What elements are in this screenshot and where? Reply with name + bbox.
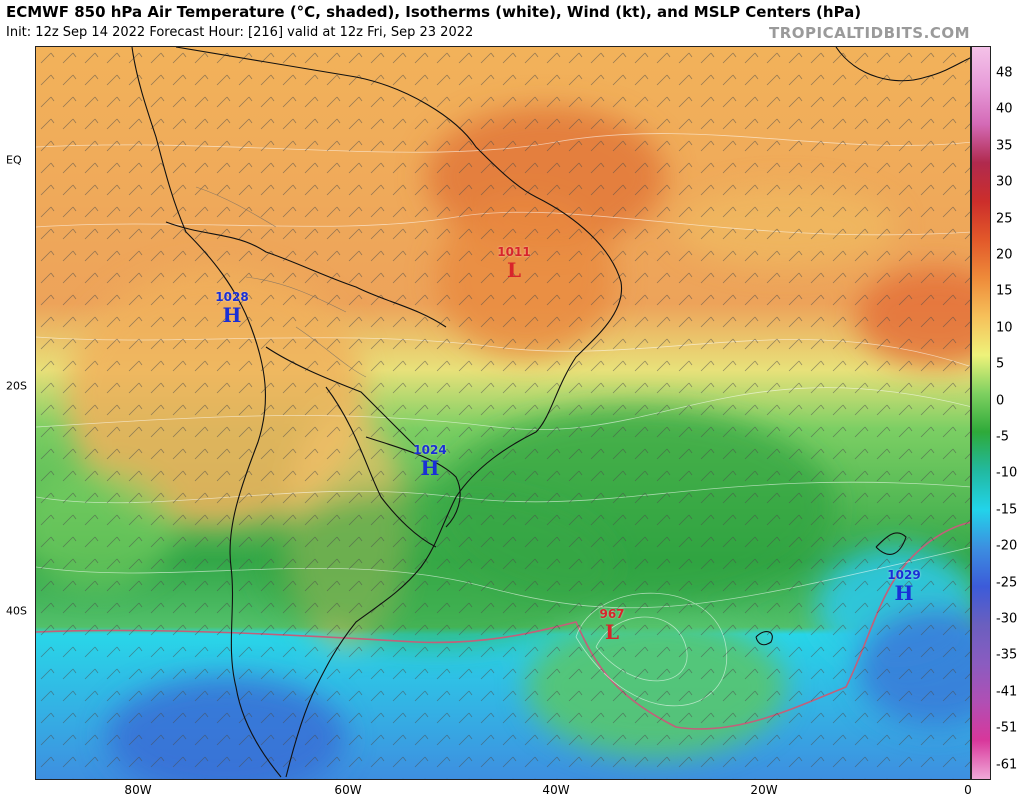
pressure-value: 967	[599, 607, 625, 621]
lon-label: 0	[964, 783, 972, 797]
lon-label: 60W	[334, 783, 362, 797]
temperature-field	[36, 47, 970, 779]
colorbar-tick-label: 40	[996, 101, 1013, 117]
colorbar-tick-label: -51	[996, 720, 1018, 736]
colorbar-tick-label: 48	[996, 65, 1013, 81]
colorbar-tick-label: 5	[996, 356, 1005, 372]
colorbar-tick-label: -5	[996, 429, 1009, 445]
colorbar-tick-label: 35	[996, 138, 1013, 154]
colorbar-tick-label: -25	[996, 575, 1018, 591]
high-pressure-center: 1028 H	[215, 290, 249, 327]
pressure-letter: H	[222, 303, 242, 327]
colorbar-tick-label: 10	[996, 320, 1013, 336]
forecast-info: Init: 12z Sep 14 2022 Forecast Hour: [21…	[6, 25, 474, 40]
pressure-value: 1028	[215, 290, 249, 304]
lat-label: 40S	[6, 604, 27, 618]
lat-label: 20S	[6, 379, 27, 393]
temperature-colorbar	[971, 46, 991, 780]
colorbar-tick-label: -35	[996, 647, 1018, 663]
site-brand[interactable]: TROPICALTIDBITS.COM	[769, 24, 970, 42]
colorbar-tick-label: 20	[996, 247, 1013, 263]
pressure-letter: L	[604, 620, 620, 644]
colorbar-tick-label: -15	[996, 502, 1018, 518]
colorbar-tick-label: -10	[996, 465, 1018, 481]
chart-title: ECMWF 850 hPa Air Temperature (°C, shade…	[6, 3, 862, 21]
low-pressure-center: 967 L	[599, 607, 625, 644]
colorbar-tick-label: -30	[996, 611, 1018, 627]
high-pressure-center: 1029 H	[887, 568, 921, 605]
colorbar-tick-label: 0	[996, 393, 1005, 409]
colorbar-tick-label: -61	[996, 757, 1018, 773]
weather-map	[35, 46, 971, 780]
lat-label: EQ	[6, 153, 22, 167]
low-pressure-center: 1011 L	[497, 245, 531, 282]
colorbar-tick-label: -41	[996, 684, 1018, 700]
colorbar-tick-label: -20	[996, 538, 1018, 554]
colorbar-tick-label: 15	[996, 283, 1013, 299]
pressure-letter: H	[894, 581, 914, 605]
borders	[195, 186, 367, 378]
high-pressure-center: 1024 H	[413, 443, 447, 480]
coastlines	[131, 47, 970, 778]
pressure-letter: H	[420, 456, 440, 480]
colorbar-tick-label: 25	[996, 211, 1013, 227]
pressure-letter: L	[506, 258, 522, 282]
pressure-value: 1024	[413, 443, 447, 457]
lon-label: 40W	[542, 783, 570, 797]
lon-label: 20W	[750, 783, 778, 797]
pressure-value: 1029	[887, 568, 921, 582]
wind-barbs	[36, 47, 970, 779]
pressure-value: 1011	[497, 245, 531, 259]
lon-label: 80W	[124, 783, 152, 797]
colorbar-tick-label: 30	[996, 174, 1013, 190]
